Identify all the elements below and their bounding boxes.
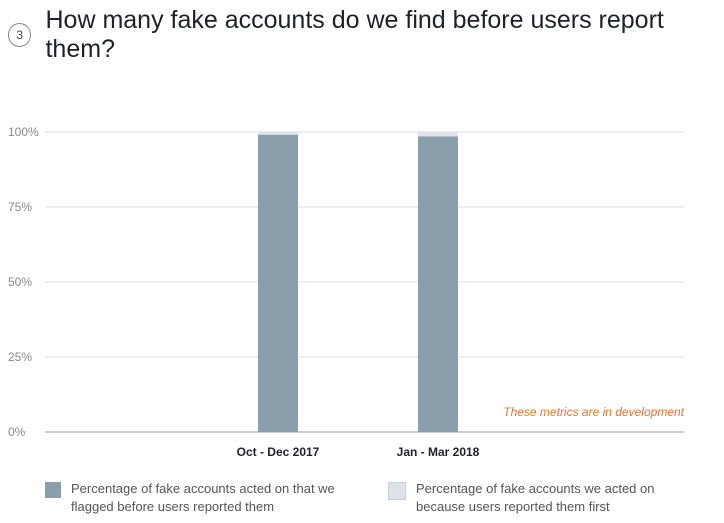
bar-segment [258,134,298,432]
bar-chart: 0% 25% 50% 75% 100% Oct - Dec 2017 Jan - Mar 2… [8,125,685,459]
bar-segment [258,132,298,135]
legend-item-reported: Percentage of fake accounts we acted on … [388,480,688,516]
bar-segment [418,132,458,137]
development-note: These metrics are in development [503,405,684,419]
y-tick-label: 50% [8,275,32,289]
x-tick-label: Oct - Dec 2017 [237,445,320,459]
chart-title: How many fake accounts do we find before… [45,6,664,63]
legend-item-flagged: Percentage of fake accounts acted on tha… [45,480,365,516]
legend-swatch [388,482,406,500]
legend-label: Percentage of fake accounts we acted on … [416,481,655,514]
x-tick-label: Jan - Mar 2018 [397,445,480,459]
chart-header: 3 How many fake accounts do we find befo… [8,6,724,64]
y-tick-label: 75% [8,200,32,214]
y-tick-label: 25% [8,350,32,364]
bar-segment [418,136,458,432]
question-number-badge: 3 [8,23,32,47]
legend-swatch [45,482,61,498]
y-tick-label: 0% [8,425,26,439]
y-tick-label: 100% [8,125,39,139]
legend-label: Percentage of fake accounts acted on tha… [71,481,335,514]
